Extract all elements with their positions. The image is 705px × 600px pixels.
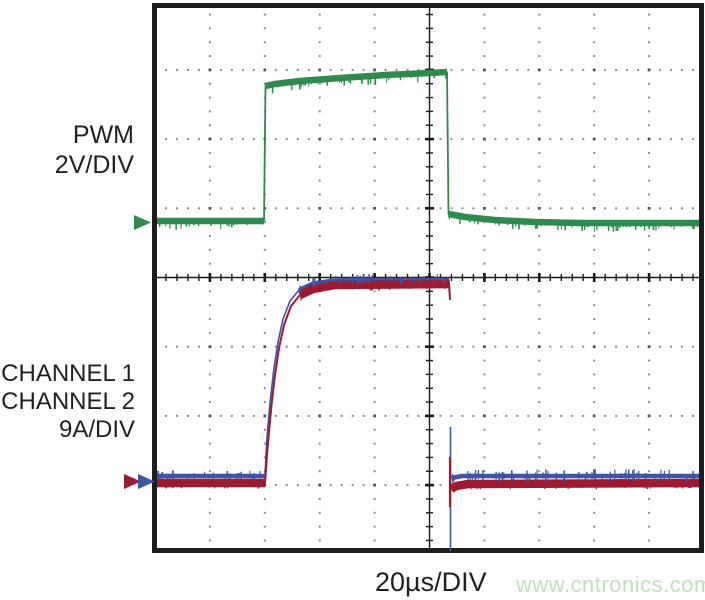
channel1-trigger-arrow	[138, 474, 155, 489]
timebase-label: 20µs/DIV	[375, 567, 487, 597]
watermark-text: www.cntronics.com	[516, 572, 705, 597]
channel-label-line2: CHANNEL 2	[1, 388, 135, 415]
pwm-label-line1: PWM	[72, 121, 134, 149]
channel-label-line3: 9A/DIV	[58, 416, 135, 443]
graticule-border	[152, 3, 704, 553]
pwm-trace	[157, 68, 699, 232]
graticule	[164, 13, 695, 542]
channel1-noise	[157, 274, 696, 483]
channel-scale-label: CHANNEL 1 CHANNEL 2 9A/DIV	[0, 360, 135, 444]
pwm-label-line2: 2V/DIV	[54, 151, 134, 179]
channel2-trigger-arrow	[124, 474, 141, 489]
channel2-trace	[157, 279, 700, 507]
pwm-trigger-arrow	[134, 215, 151, 230]
pwm-scale-label: PWM 2V/DIV	[0, 120, 134, 180]
channel-label-line1: CHANNEL 1	[1, 360, 135, 387]
